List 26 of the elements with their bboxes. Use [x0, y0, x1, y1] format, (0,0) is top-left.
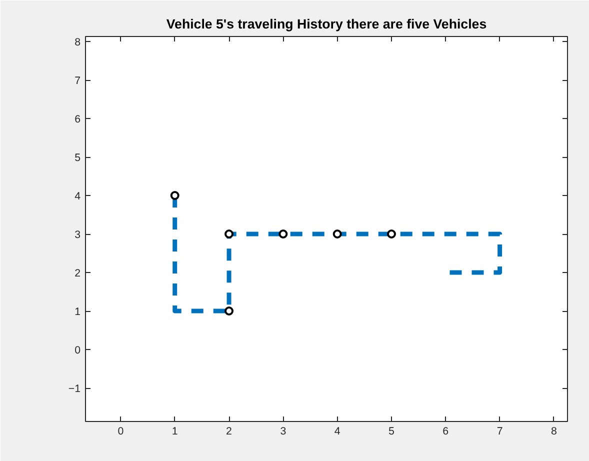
x-tick-label: 4 — [334, 426, 340, 438]
x-tick-label: 5 — [388, 426, 395, 438]
x-tick-label: 3 — [280, 426, 286, 438]
point — [386, 230, 396, 238]
point — [278, 230, 288, 238]
y-tick-label: 3 — [74, 229, 81, 242]
y-tick-label: 7 — [74, 75, 81, 88]
x-tick-label: 6 — [442, 426, 449, 438]
x-tick-label: 8 — [550, 426, 557, 438]
y-tick-label: 4 — [74, 190, 81, 203]
point — [224, 230, 234, 238]
point — [332, 230, 342, 238]
y-tick-label: 2 — [74, 268, 81, 280]
x-tick-label: 2 — [226, 426, 232, 438]
y-tick-label: 0 — [74, 344, 81, 357]
y-tick-label: 6 — [74, 114, 81, 126]
point — [170, 191, 180, 200]
chart-title: Vehicle 5's traveling History there are five Vehicles — [166, 16, 487, 32]
point — [224, 306, 234, 316]
x-tick-label: 7 — [496, 426, 503, 438]
y-tick-label: 8 — [74, 36, 81, 49]
x-tick-label: 0 — [118, 426, 124, 438]
x-tick-label: 1 — [172, 426, 178, 438]
y-tick-label: −1 — [68, 383, 81, 396]
y-tick-label: 1 — [74, 306, 81, 318]
y-tick-label: 5 — [74, 152, 81, 164]
